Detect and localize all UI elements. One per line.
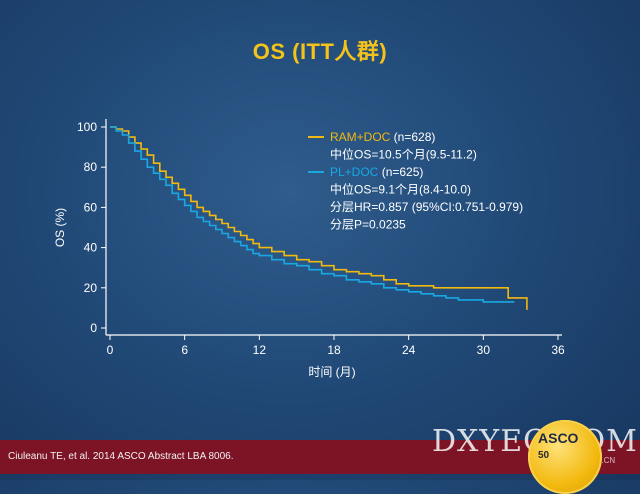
x-tick-label: 0: [107, 343, 114, 357]
x-tick-label: 30: [477, 343, 491, 357]
legend-entry: RAM+DOC (n=628): [330, 130, 435, 144]
y-tick-label: 60: [84, 200, 98, 214]
y-axis-label: OS (%): [53, 208, 67, 247]
asco-logo-text: ASCO: [538, 430, 579, 446]
x-tick-label: 12: [253, 343, 267, 357]
y-tick-label: 20: [84, 281, 98, 295]
chart-axes: 0 20 40 60 80 100 0 6 12 18 24 30 36 时间 (月) OS (%): [53, 119, 565, 379]
x-axis-label: 时间 (月): [308, 365, 355, 379]
chart-title: OS (ITT人群): [252, 39, 388, 64]
y-tick-label: 100: [77, 120, 97, 134]
x-tick-label: 6: [181, 343, 188, 357]
series-line-ram-doc: [110, 126, 528, 310]
legend-entry: 分层P=0.0235: [330, 218, 406, 232]
legend-entry: 中位OS=10.5个月(9.5-11.2): [330, 147, 477, 162]
chart-series: [110, 126, 528, 310]
km-chart: 0 20 40 60 80 100 0 6 12 18 24 30 36 时间 (月) OS (%) RAM…: [53, 119, 565, 379]
legend-entry: 分层HR=0.857 (95%CI:0.751-0.979): [330, 200, 523, 214]
asco-logo: ASCO 50: [528, 420, 602, 494]
legend-entry: 中位OS=9.1个月(8.4-10.0): [330, 182, 471, 197]
citation-text: Ciuleanu TE, et al. 2014 ASCO Abstract L…: [8, 451, 234, 462]
x-tick-label: 18: [327, 343, 341, 357]
y-tick-label: 80: [84, 160, 98, 174]
y-tick-label: 40: [84, 241, 98, 255]
chart-legend: RAM+DOC (n=628) 中位OS=10.5个月(9.5-11.2) PL+D…: [308, 130, 523, 232]
x-tick-label: 36: [551, 343, 565, 357]
x-tick-label: 24: [402, 343, 416, 357]
legend-entry: PL+DOC (n=625): [330, 165, 423, 179]
series-line-pl-doc: [110, 126, 515, 303]
asco-logo-number: 50: [538, 450, 550, 461]
y-tick-label: 0: [90, 321, 97, 335]
